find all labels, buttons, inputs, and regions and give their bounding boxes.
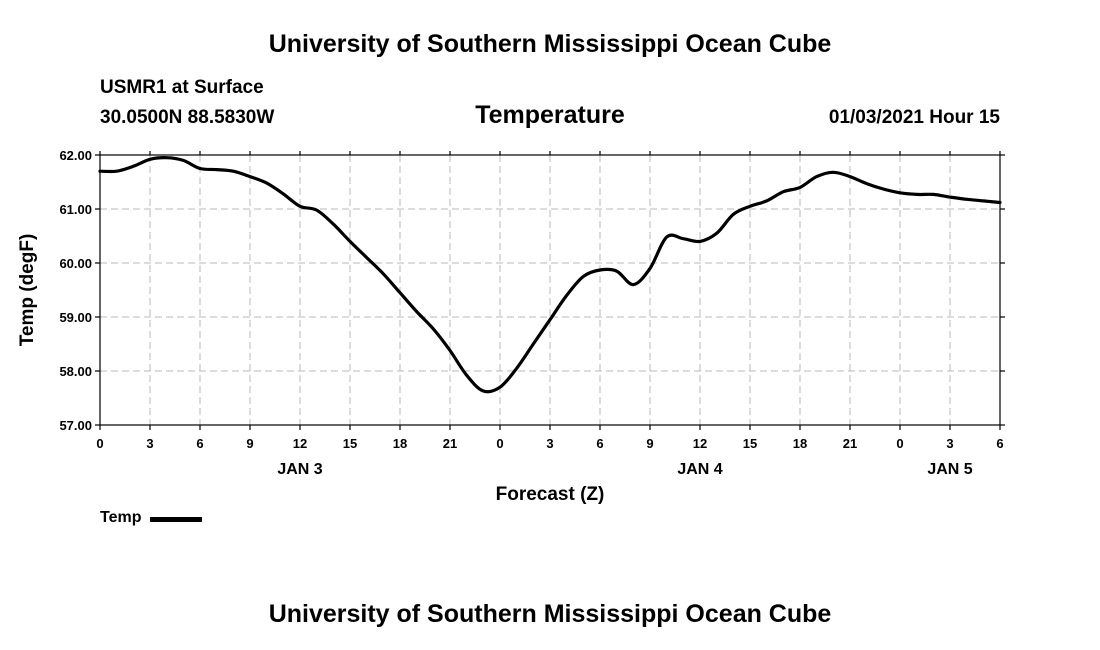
x-day-label: JAN 4 <box>677 461 722 478</box>
legend: Temp <box>100 509 203 527</box>
y-tick-label: 59.00 <box>59 310 92 325</box>
y-tick-label: 57.00 <box>59 418 92 433</box>
x-tick-label: 15 <box>743 436 757 451</box>
y-tick-label: 60.00 <box>59 256 92 271</box>
x-tick-label: 21 <box>443 436 457 451</box>
x-tick-label: 18 <box>793 436 807 451</box>
y-axis-label: Temp (degF) <box>17 234 38 347</box>
y-tick-label: 61.00 <box>59 202 92 217</box>
x-tick-label: 9 <box>646 436 653 451</box>
page-title: University of Southern Mississippi Ocean… <box>268 30 832 58</box>
station-label: USMR1 at Surface <box>100 77 264 98</box>
x-tick-label: 12 <box>693 436 707 451</box>
x-tick-label: 21 <box>843 436 857 451</box>
footer-title: University of Southern Mississippi Ocean… <box>268 600 832 628</box>
x-tick-label: 6 <box>996 436 1003 451</box>
plot-frame <box>99 154 1001 426</box>
chart-title: Temperature <box>475 101 625 129</box>
legend-swatch-temp <box>150 516 203 522</box>
x-tick-label: 0 <box>96 436 103 451</box>
y-axis: 57.00 58.00 59.00 60.00 61.00 62.00 <box>59 148 1005 433</box>
x-tick-label: 12 <box>293 436 307 451</box>
legend-label-temp: Temp <box>100 509 142 526</box>
x-tick-label: 9 <box>246 436 253 451</box>
x-tick-label: 0 <box>496 436 503 451</box>
x-axis-label: Forecast (Z) <box>496 484 605 505</box>
x-tick-label: 0 <box>896 436 903 451</box>
x-tick-label: 6 <box>596 436 603 451</box>
y-tick-label: 62.00 <box>59 148 92 163</box>
x-day-label: JAN 3 <box>277 461 322 478</box>
x-tick-label: 3 <box>546 436 553 451</box>
x-tick-label: 18 <box>393 436 407 451</box>
x-tick-label: 3 <box>146 436 153 451</box>
temp-series-line <box>98 156 1002 394</box>
x-day-label: JAN 5 <box>927 461 972 478</box>
forecast-datetime: 01/03/2021 Hour 15 <box>828 107 1000 128</box>
y-tick-label: 58.00 <box>59 364 92 379</box>
coordinates-label: 30.0500N 88.5830W <box>100 107 275 128</box>
x-tick-label: 15 <box>343 436 357 451</box>
x-tick-label: 3 <box>946 436 953 451</box>
x-tick-label: 6 <box>196 436 203 451</box>
x-axis: 0 3 6 9 12 15 18 21 0 3 6 9 12 15 18 21 0 3 6 JAN 3 JAN 4 JAN… <box>96 151 1004 478</box>
grid-lines <box>100 155 1000 425</box>
